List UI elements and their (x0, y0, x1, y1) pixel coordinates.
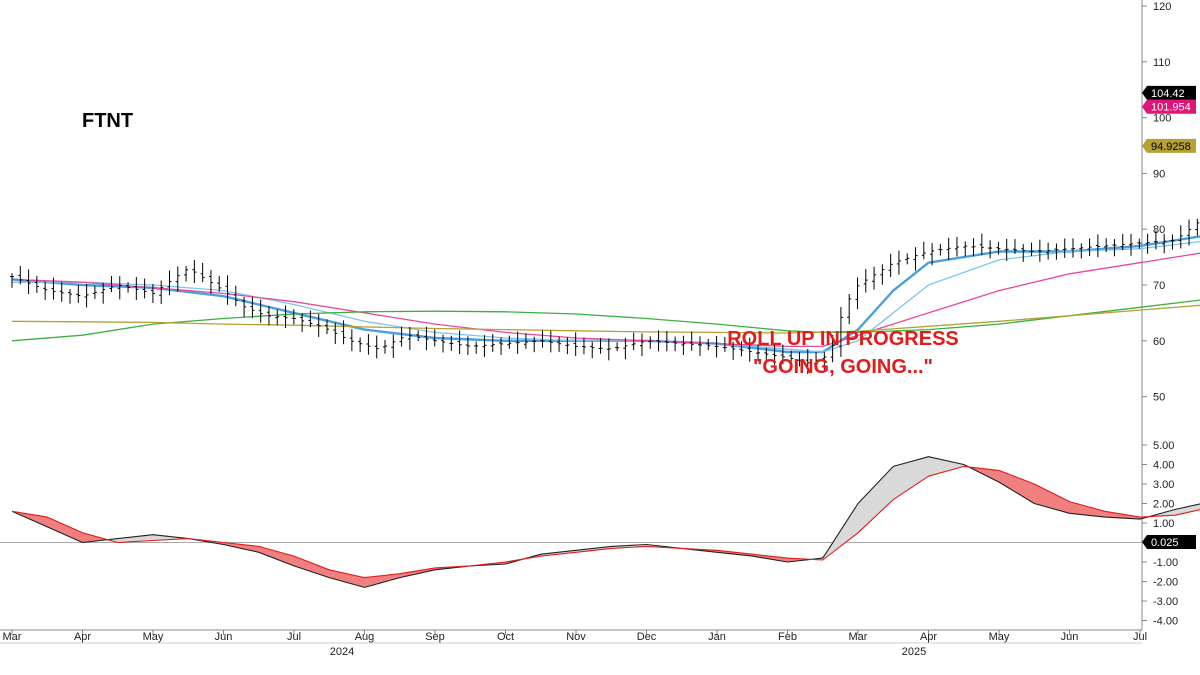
time-tick-label: May (989, 631, 1010, 643)
oscillator-axis-ticks: 5.00 4.00 3.00 2.00 1.00 -1.00 -2.00 -3.00 -4.00 (1142, 440, 1178, 628)
moving-average-line (11, 304, 1200, 334)
time-tick-label: Jan (708, 631, 726, 643)
oscillator-tick-label: 4.00 (1153, 460, 1174, 472)
oscillator-value-tag-box (1142, 535, 1196, 550)
price-axis-ticks: 50 60 70 80 90 100 110 120 (1142, 1, 1171, 404)
oscillator-tick-label: 2.00 (1153, 499, 1174, 511)
annotation-line-1: ROLL UP IN PROGRESS (727, 328, 959, 350)
time-tick-label: Oct (497, 631, 514, 643)
price-ohlc-bars (10, 218, 1200, 374)
oscillator-tick-label: -3.00 (1153, 596, 1178, 608)
year-label-2024: 2024 (330, 646, 354, 658)
price-tick-label: 60 (1153, 336, 1165, 348)
moving-average-line (12, 240, 1200, 353)
oscillator-fill-slice (1030, 482, 1038, 505)
oscillator-fill-slice (360, 576, 368, 587)
time-tick-label: Dec (637, 631, 657, 643)
oscillator-last-value-tag: 0.025 (1142, 535, 1196, 550)
time-axis-ticks: Mar Apr May Jun Jul Aug Sep Oct Nov Dec Jan Feb Mar A… (3, 630, 1147, 643)
time-tick-label: Jul (287, 631, 301, 643)
oscillator-tick-label: 3.00 (1153, 479, 1174, 491)
oscillator-lines (11, 456, 1200, 588)
time-tick-label: Feb (778, 631, 797, 643)
oscillator-tick-label: -2.00 (1153, 577, 1178, 589)
price-tick-label: 80 (1153, 224, 1165, 236)
time-tick-label: May (143, 631, 164, 643)
oscillator-line (11, 465, 1200, 579)
price-tick-label: 50 (1153, 392, 1165, 404)
oscillator-tick-label: 5.00 (1153, 440, 1174, 452)
price-tick-label: 90 (1153, 168, 1165, 180)
last-value-tag-text: 101.954 (1151, 102, 1191, 114)
price-tick-label: 100 (1153, 113, 1171, 125)
year-label-2025: 2025 (902, 646, 926, 658)
last-value-tag-text: 94.9258 (1151, 141, 1191, 153)
time-tick-label: Jun (1061, 631, 1079, 643)
oscillator-tick-label: 1.00 (1153, 518, 1174, 530)
time-tick-label: Mar (849, 631, 868, 643)
time-tick-label: Mar (3, 631, 22, 643)
oscillator-fill-slice (893, 464, 902, 500)
last-value-tag-box (1142, 85, 1196, 100)
price-tick-label: 120 (1153, 1, 1171, 13)
moving-average-lines (11, 235, 1200, 354)
price-tick-label: 110 (1153, 57, 1171, 69)
oscillator-fill-slice (934, 457, 943, 475)
ticker-label: FTNT (82, 110, 133, 132)
time-tick-label: Apr (920, 631, 937, 643)
time-tick-label: Jul (1133, 631, 1147, 643)
moving-average-line (11, 299, 1200, 342)
time-tick-label: Nov (566, 631, 586, 643)
last-value-tag-box (1142, 138, 1196, 153)
annotation-line-2: "GOING, GOING..." (753, 356, 933, 378)
oscillator-value-tag-text: 0.025 (1151, 537, 1179, 549)
oscillator-fill (11, 456, 1200, 587)
last-value-tags: 104.42 101.954 94.9258 (1142, 85, 1196, 153)
time-tick-label: Apr (74, 631, 91, 643)
oscillator-fill-slice (928, 456, 936, 477)
oscillator-tick-label: -1.00 (1153, 557, 1178, 569)
oscillator-fill-slice (900, 462, 909, 495)
time-tick-label: Sep (425, 631, 445, 643)
oscillator-tick-label: -4.00 (1153, 616, 1178, 628)
last-value-tag-text: 104.42 (1151, 88, 1185, 100)
time-tick-label: Aug (355, 631, 375, 643)
last-value-tag-box (1142, 99, 1196, 114)
time-tick-label: Jun (215, 631, 233, 643)
price-tick-label: 70 (1153, 280, 1165, 292)
